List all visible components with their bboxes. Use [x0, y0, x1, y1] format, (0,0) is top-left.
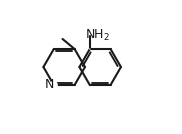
- Text: NH$_2$: NH$_2$: [85, 28, 110, 43]
- Text: N: N: [45, 79, 54, 92]
- Circle shape: [89, 48, 90, 50]
- Circle shape: [50, 81, 58, 89]
